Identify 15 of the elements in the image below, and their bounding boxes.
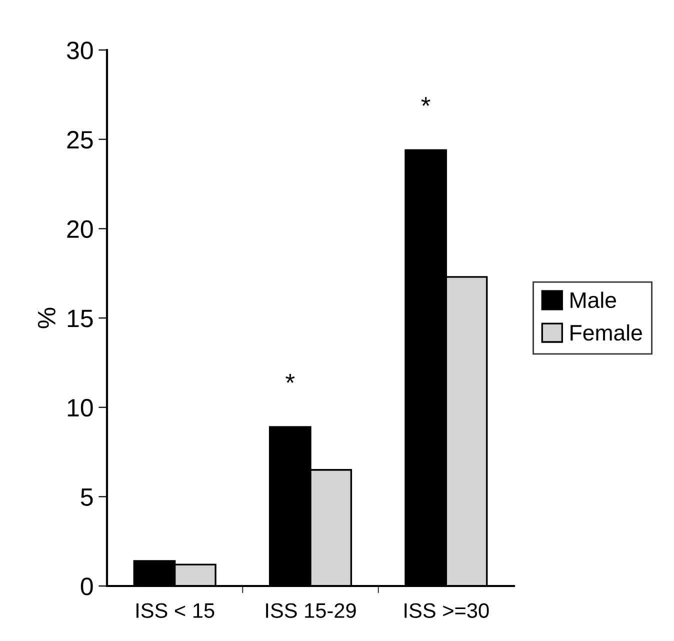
annotation: * bbox=[421, 97, 430, 106]
y-tick-label: 30 bbox=[66, 42, 93, 60]
y-tick-label: 25 bbox=[67, 130, 93, 149]
legend-label: Female bbox=[570, 324, 642, 341]
x-tick-label: ISS 15-29 bbox=[266, 603, 356, 618]
legend-label: Male bbox=[570, 292, 616, 308]
y-tick-label: 5 bbox=[80, 488, 93, 506]
x-tick-label: ISS < 15 bbox=[136, 603, 214, 618]
y-tick-label: 20 bbox=[67, 220, 93, 238]
y-tick-label: 15 bbox=[68, 310, 93, 328]
y-axis-title: % bbox=[38, 308, 56, 328]
y-tick-label: 10 bbox=[68, 398, 93, 417]
annotation: * bbox=[286, 374, 295, 383]
y-tick-label: 0 bbox=[80, 578, 93, 596]
x-tick-label: ISS >=30 bbox=[404, 603, 489, 618]
